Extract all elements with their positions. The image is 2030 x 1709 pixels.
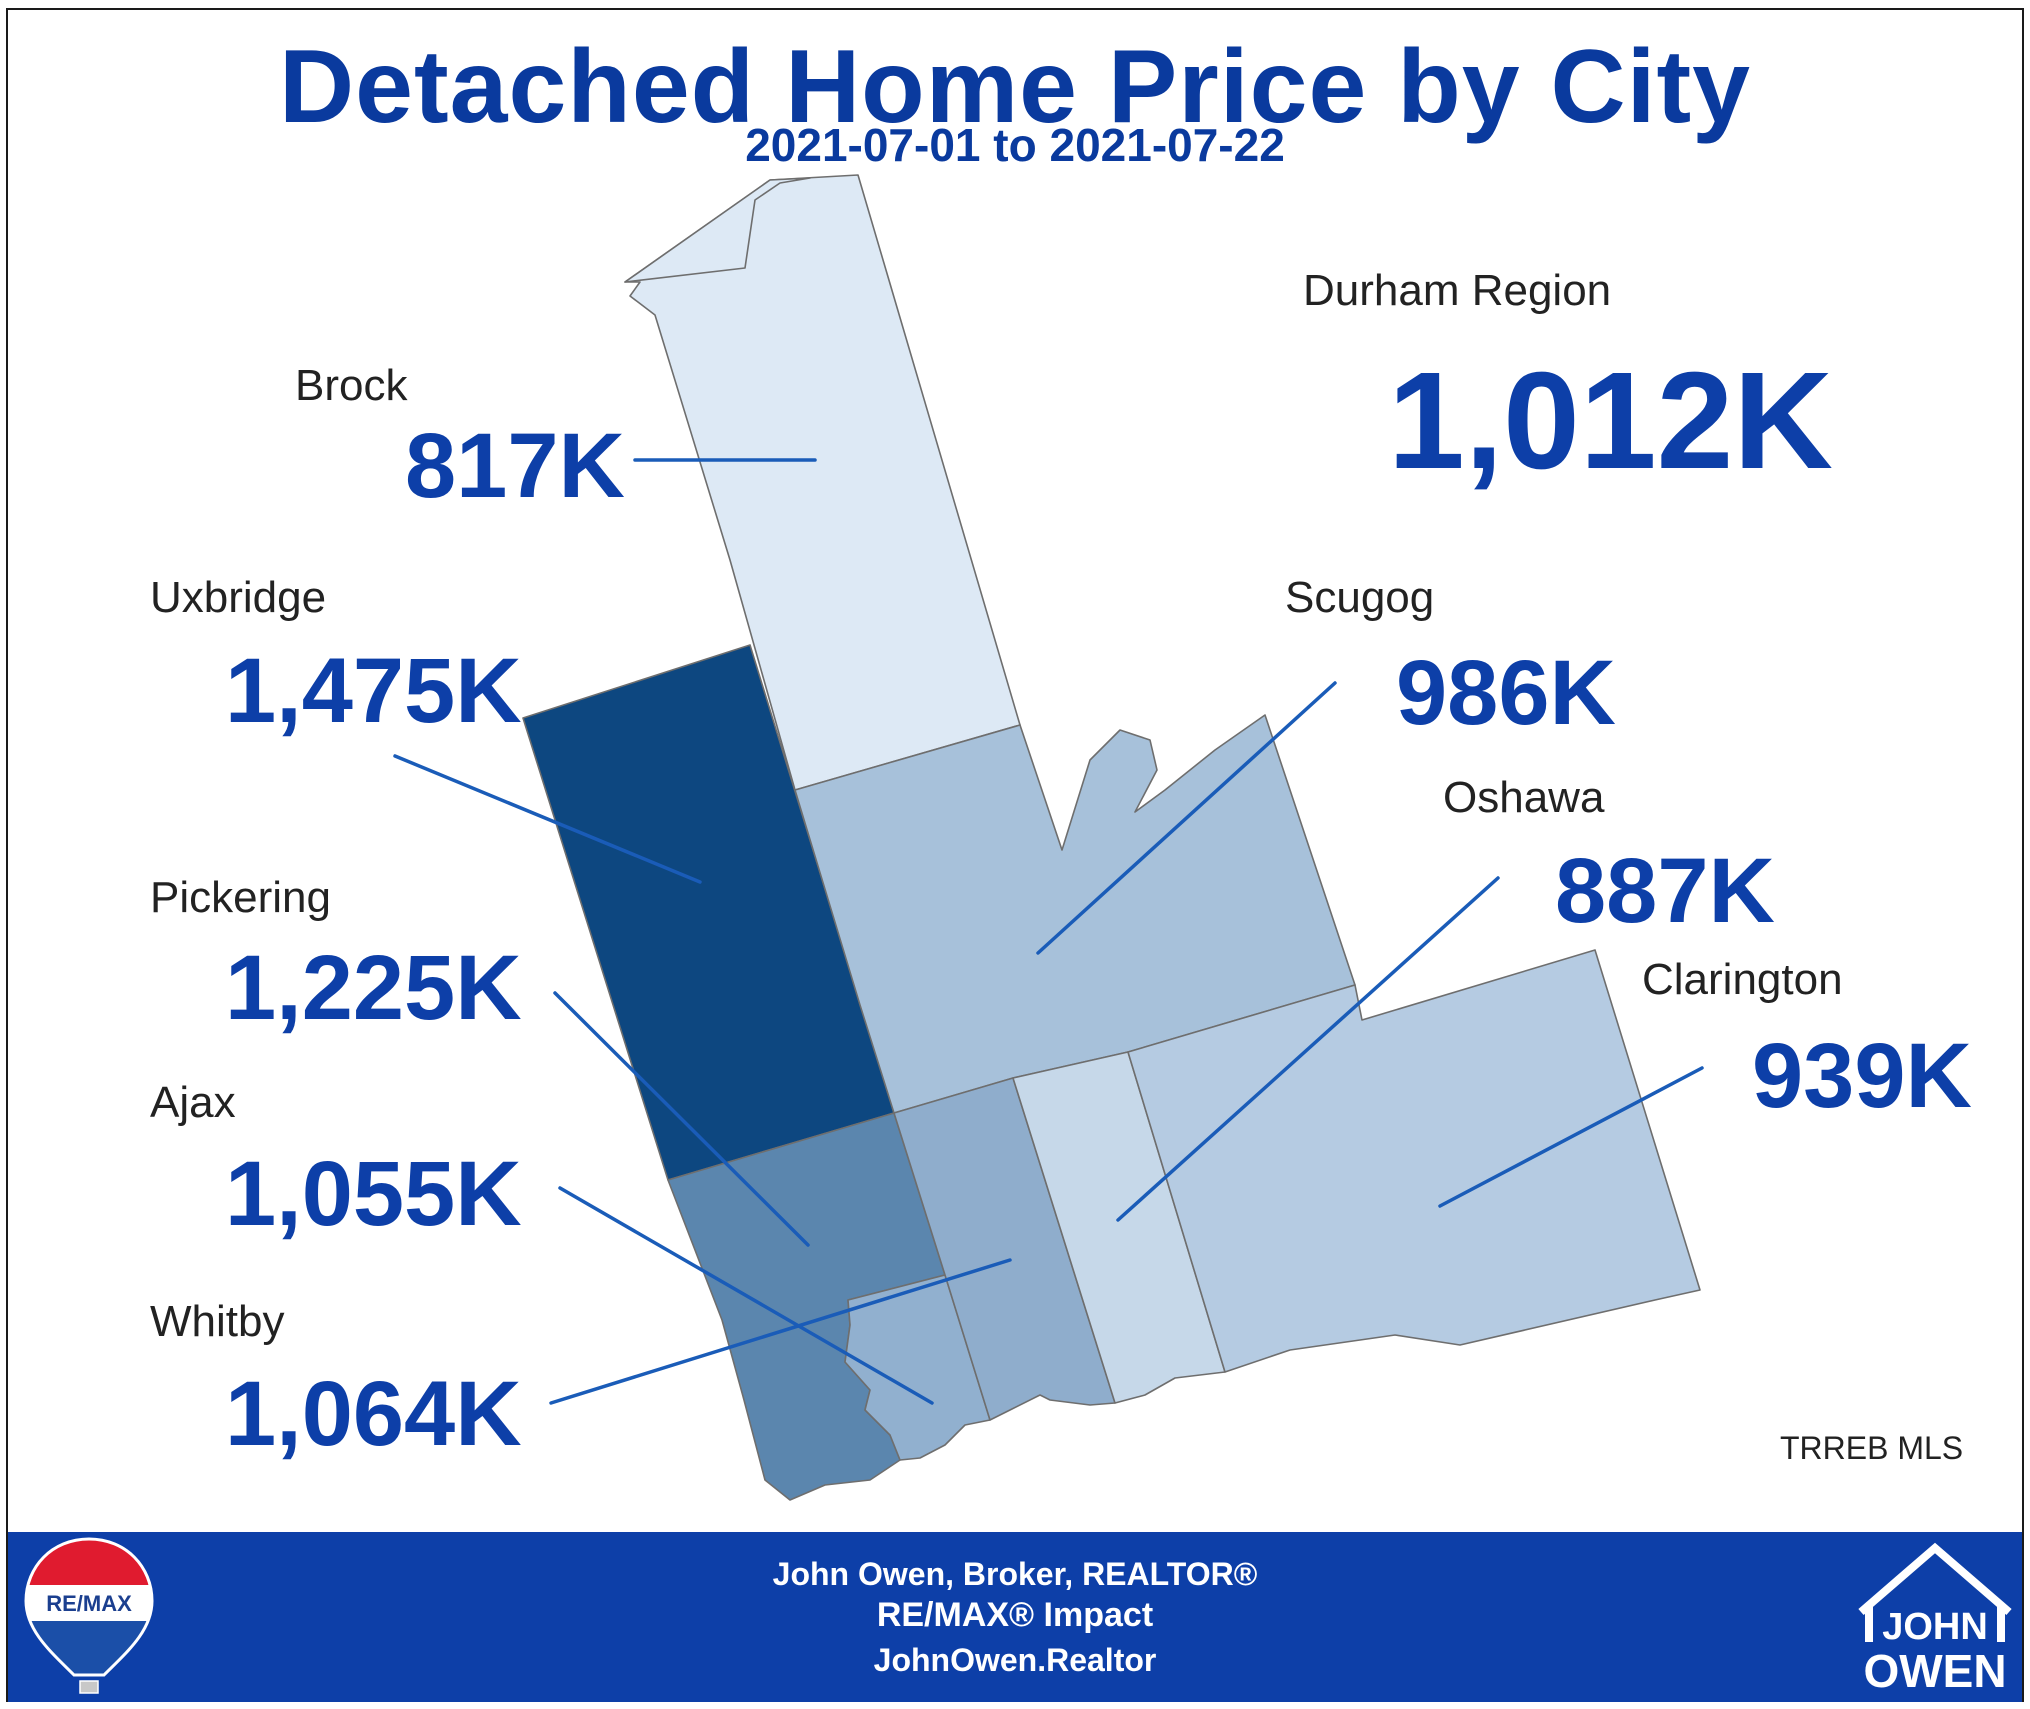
house-outline-icon: [1858, 1542, 2012, 1642]
footer-bar: [8, 1532, 2022, 1702]
page-subtitle: 2021-07-01 to 2021-07-22: [745, 119, 1285, 171]
label-brock: Brock: [295, 361, 408, 410]
page-title: Detached Home Price by City: [279, 29, 1751, 145]
label-clarington: Clarington: [1642, 955, 1843, 1004]
value-brock: 817K: [405, 415, 625, 517]
value-ajax: 1,055K: [225, 1143, 522, 1245]
remax-logo-text: RE/MAX: [46, 1591, 132, 1616]
footer-brokerage: RE/MAX® Impact: [876, 1596, 1154, 1634]
label-ajax: Ajax: [150, 1078, 236, 1127]
value-whitby: 1,064K: [225, 1363, 522, 1465]
footer-name: John Owen, Broker, REALTOR®: [772, 1556, 1258, 1592]
value-uxbridge: 1,475K: [225, 640, 522, 742]
label-durham-region: Durham Region: [1303, 266, 1612, 315]
logo-john: JOHN: [1882, 1606, 1988, 1648]
value-pickering: 1,225K: [225, 937, 522, 1039]
source-label: TRREB MLS: [1780, 1430, 1964, 1466]
region-clarington[interactable]: [1127, 949, 1701, 1373]
footer-website[interactable]: JohnOwen.Realtor: [873, 1642, 1157, 1678]
remax-balloon-icon[interactable]: RE/MAX: [22, 1535, 157, 1700]
label-scugog: Scugog: [1285, 573, 1435, 622]
label-pickering: Pickering: [150, 873, 331, 922]
region-brock-top[interactable]: [624, 177, 811, 283]
leader-line-clarington: [1438, 1066, 1704, 1208]
value-oshawa: 887K: [1555, 840, 1775, 942]
logo-owen: OWEN: [1863, 1645, 2007, 1697]
label-whitby: Whitby: [150, 1297, 285, 1346]
john-owen-logo[interactable]: JOHN OWEN: [1855, 1542, 2015, 1697]
leader-line-uxbridge: [393, 754, 702, 884]
leader-line-scugog: [1036, 681, 1337, 955]
value-clarington: 939K: [1752, 1025, 1972, 1127]
leader-line-ajax: [558, 1186, 934, 1405]
value-scugog: 986K: [1396, 642, 1616, 744]
region-brock[interactable]: [624, 174, 1021, 791]
leader-line-oshawa: [1116, 876, 1500, 1222]
leader-line-pickering: [553, 991, 810, 1247]
value-durham-region: 1,012K: [1388, 344, 1833, 498]
label-oshawa: Oshawa: [1443, 773, 1605, 822]
label-uxbridge: Uxbridge: [150, 573, 327, 622]
leader-line-whitby: [549, 1258, 1012, 1405]
